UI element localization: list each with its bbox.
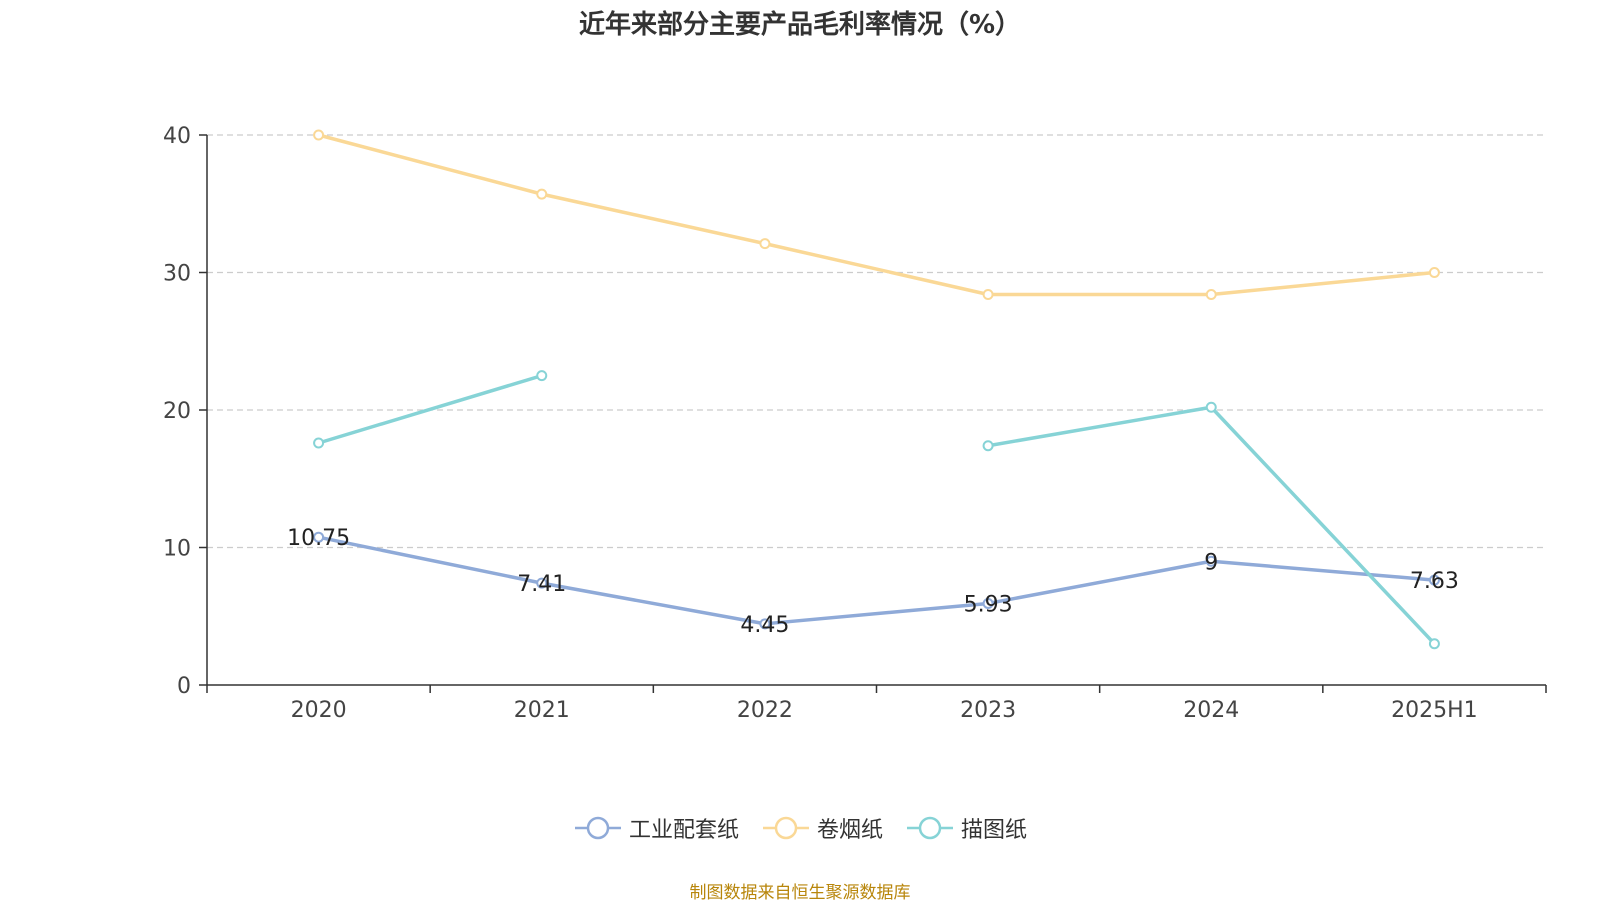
axes: 0 10 20 30 40 2020 2021 2022 2023 2024 2025H1 [163,124,1547,723]
data-point [982,597,994,609]
data-label: 9 [1204,550,1218,575]
data-point [982,289,994,300]
legend-swatch-marker [586,816,610,840]
source-note: 制图数据来自恒生聚源数据库 [689,883,911,903]
data-label: 5.93 [964,592,1013,617]
data-point [759,618,771,630]
grid-lines [207,134,1546,549]
legend-swatch [574,816,621,840]
data-point [313,531,325,543]
series [313,129,1440,650]
data-label: 7.41 [517,572,566,597]
legend: 工业配套纸 卷烟纸 描图纸 [0,812,1600,844]
series-line [318,373,543,445]
legend-item[interactable]: 卷烟纸 [761,812,883,844]
legend-swatch [762,816,809,840]
legend-swatch-marker [774,816,798,840]
x-tick-label: 2025H1 [1391,698,1478,723]
legend-label: 工业配套纸 [628,818,739,843]
legend-label: 卷烟纸 [816,818,883,843]
y-tick-label: 30 [163,262,191,287]
data-point [1205,289,1217,300]
data-label: 7.63 [1410,569,1459,594]
data-point [1205,401,1217,413]
y-tick-label: 40 [163,124,191,149]
data-point [1428,267,1440,278]
data-point [1205,555,1217,567]
legend-swatch-marker [918,816,942,840]
data-point [536,577,548,589]
data-point [536,188,548,200]
data-label: 4.45 [740,613,789,638]
data-point [313,437,325,449]
data-label: 10.75 [287,526,350,551]
legend-item[interactable]: 描图纸 [905,812,1027,844]
series-line [318,535,1435,626]
x-tick-label: 2021 [514,698,570,723]
x-tick-label: 2023 [960,698,1016,723]
data-point [1428,574,1440,586]
legend-item[interactable]: 工业配套纸 [573,812,739,844]
data-point [982,440,994,452]
y-tick-label: 0 [177,674,191,699]
y-tick-label: 10 [163,537,191,562]
chart-title: 近年来部分主要产品毛利率情况（%） [578,10,1022,40]
legend-label: 描图纸 [961,818,1028,843]
series-line [987,405,1436,645]
data-point [1428,638,1440,650]
x-tick-label: 2022 [737,698,793,723]
x-tick-label: 2020 [291,698,347,723]
data-point [536,370,548,382]
data-point [759,238,771,250]
data-point [313,129,325,141]
data-labels: 10.75 7.41 4.45 5.93 9 7.63 [287,526,1459,638]
legend-swatch [907,816,953,840]
x-tick-label: 2024 [1183,698,1239,723]
y-tick-label: 20 [163,399,191,424]
series-line [318,133,1435,297]
